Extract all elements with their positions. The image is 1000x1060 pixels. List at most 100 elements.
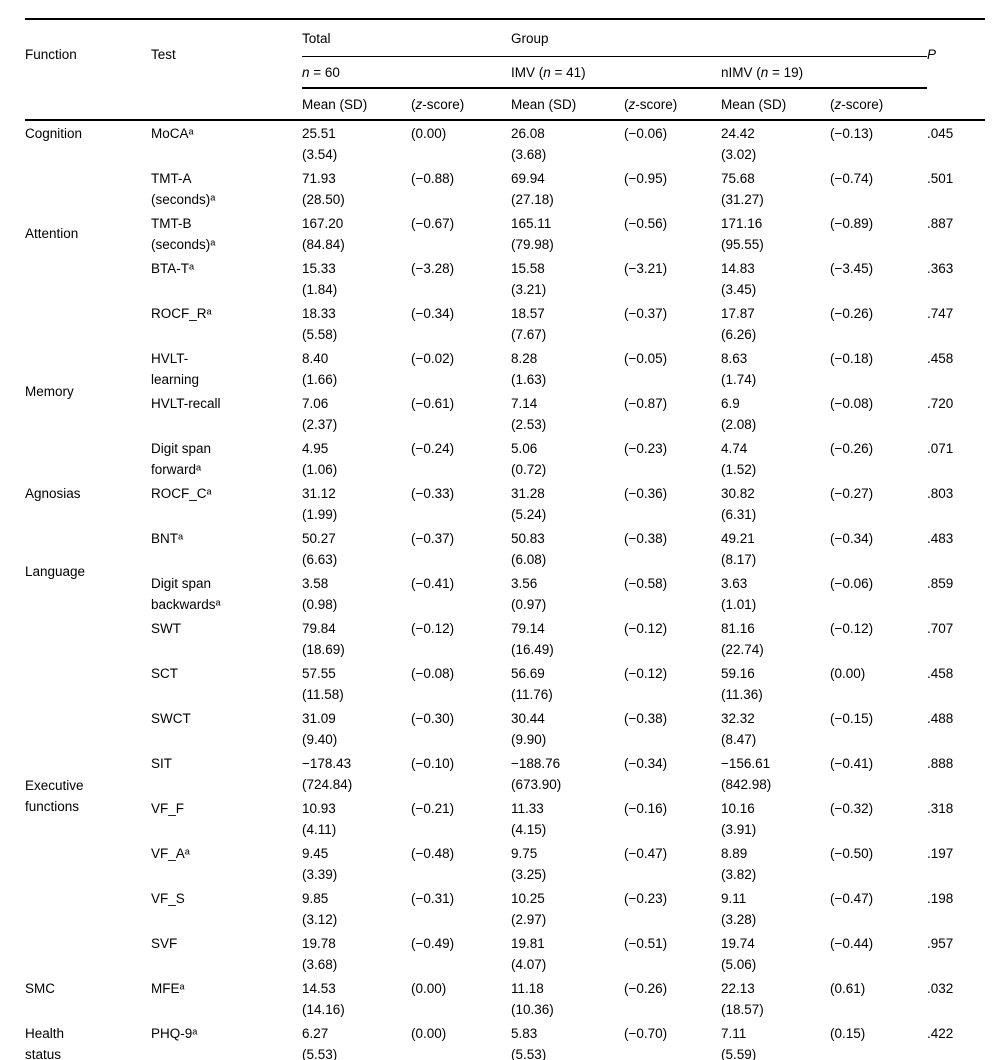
table-row: SIT −178.43 (724.84) (−0.10) −188.76 (673.9…: [25, 751, 985, 796]
function-label: Memory: [25, 383, 74, 399]
nimv-mean-sd: 8.89 (3.82): [721, 845, 757, 882]
nimv-mean-sd: 6.9 (2.08): [721, 395, 757, 432]
test-name: MFEᵃ: [151, 980, 185, 996]
table-row: Executive functions SWT 79.84 (18.69) (−0.1…: [25, 616, 985, 815]
p-value: .318: [927, 800, 954, 816]
p-value: .859: [927, 575, 954, 591]
table-header: Function Test Total Group P n = 60 IMV (…: [25, 19, 986, 121]
table-row: HVLT-recall 7.06 (2.37) (−0.61) 7.14 (2.53)…: [25, 391, 985, 436]
total-mean-sd: 25.51 (3.54): [302, 125, 338, 162]
imv-mean-sd: 7.14 (2.53): [511, 395, 547, 432]
p-value: .198: [927, 890, 954, 906]
nimv-mean-sd: 14.83 (3.45): [721, 260, 757, 297]
nimv-mean-sd: 171.16 (95.55): [721, 215, 764, 252]
imv-mean-sd: 31.28 (5.24): [511, 485, 547, 522]
nimv-z-score: (−0.32): [830, 800, 874, 816]
total-mean-sd: 7.06 (2.37): [302, 395, 338, 432]
col-header-test: Test: [151, 46, 176, 62]
p-value: .045: [927, 125, 954, 141]
function-label: SMC: [25, 980, 55, 996]
p-value: .458: [927, 665, 954, 681]
p-value: .747: [927, 305, 954, 321]
nimv-z-score: (−0.74): [830, 170, 874, 186]
table-row: BTA-Tᵃ 15.33 (1.84) (−3.28) 15.58 (3.21) (−3…: [25, 256, 985, 301]
nimv-z-score: (−0.41): [830, 755, 874, 771]
table-row: SWCT 31.09 (9.40) (−0.30) 30.44 (9.90) (−0.3…: [25, 706, 985, 751]
function-spacer: [25, 88, 151, 121]
total-mean-sd: 50.27 (6.63): [302, 530, 338, 567]
imv-mean-sd: −188.76 (673.90): [511, 755, 562, 792]
imv-z-score: (−0.06): [624, 125, 668, 141]
col-header-mean-sd-total: Mean (SD): [302, 88, 411, 121]
total-z-score: (−0.34): [411, 305, 455, 321]
p-value: .707: [927, 620, 954, 636]
test-name: HVLT-recall: [151, 395, 221, 411]
table-row: SCT 57.55 (11.58) (−0.08) 56.69 (11.76) (−0.…: [25, 661, 985, 706]
imv-mean-sd: 56.69 (11.76): [511, 665, 553, 702]
imv-mean-sd: 11.33 (4.15): [511, 800, 547, 837]
nimv-mean-sd: 49.21 (8.17): [721, 530, 757, 567]
p-value: .501: [927, 170, 954, 186]
total-mean-sd: 71.93 (28.50): [302, 170, 345, 207]
p-value: .032: [927, 980, 954, 996]
nimv-mean-sd: 22.13 (18.57): [721, 980, 764, 1017]
imv-z-score: (−0.58): [624, 575, 668, 591]
nimv-z-score: (−0.13): [830, 125, 874, 141]
test-name: Digit span forwardᵃ: [151, 440, 212, 477]
p-value: .071: [927, 440, 954, 456]
total-z-score: (−0.67): [411, 215, 455, 231]
table-row: Attention TMT-A (seconds)ᵃ 71.93 (28.50) (−…: [25, 166, 985, 242]
nimv-z-score: (−0.44): [830, 935, 874, 951]
col-header-group: Group: [511, 19, 928, 57]
nimv-mean-sd: 24.42 (3.02): [721, 125, 757, 162]
imv-mean-sd: 79.14 (16.49): [511, 620, 554, 657]
col-header-z-nimv: (z-score): [830, 88, 928, 121]
imv-z-score: (−0.26): [624, 980, 668, 996]
test-name: Digit span backwardsᵃ: [151, 575, 221, 612]
nimv-z-score: (0.15): [830, 1021, 928, 1060]
nimv-mean-sd: 19.74 (5.06): [721, 935, 757, 972]
imv-z-score: (−0.05): [624, 350, 668, 366]
test-name: MoCAᵃ: [151, 125, 194, 141]
total-z-score: (−0.61): [411, 395, 455, 411]
table-row: Health status PHQ-9ᵃ 6.27 (5.53) (0.00) 5.83…: [25, 1021, 986, 1060]
test-name: ROCF_Cᵃ: [151, 485, 212, 501]
total-z-score: (−3.28): [411, 260, 455, 276]
imv-z-score: (−0.36): [624, 485, 668, 501]
function-label: Language: [25, 563, 86, 579]
header-row-groups: Function Test Total Group P: [25, 19, 985, 62]
col-header-total: Total: [302, 19, 511, 57]
total-z-score: (−0.21): [411, 800, 455, 816]
p-value: .458: [927, 350, 954, 366]
test-spacer: [151, 88, 302, 121]
total-mean-sd: 31.12 (1.99): [302, 485, 338, 522]
total-z-score: (−0.49): [411, 935, 455, 951]
total-mean-sd: 10.93 (4.11): [302, 800, 337, 837]
table-row: SVF 19.78 (3.68) (−0.49) 19.81 (4.07) (−0.51…: [25, 931, 985, 976]
imv-z-score: (−0.95): [624, 170, 668, 186]
col-header-z-imv: (z-score): [624, 88, 721, 121]
results-table: Function Test Total Group P n = 60 IMV (…: [25, 18, 986, 1060]
test-name: BNTᵃ: [151, 530, 184, 546]
imv-mean-sd: 9.75 (3.25): [511, 845, 547, 882]
nimv-z-score: (−0.50): [830, 845, 874, 861]
imv-z-score: (−0.87): [624, 395, 668, 411]
total-z-score: (−0.33): [411, 485, 455, 501]
nimv-z-score: (−0.18): [830, 350, 874, 366]
imv-mean-sd: 15.58 (3.21): [511, 260, 547, 297]
test-name: VF_Aᵃ: [151, 845, 190, 861]
table-row: VF_S 9.85 (3.12) (−0.31) 10.25 (2.97) (−0.23…: [25, 886, 985, 931]
imv-mean-sd: 5.06 (0.72): [511, 440, 547, 477]
total-z-score: (−0.41): [411, 575, 455, 591]
nimv-z-score: (−0.89): [830, 215, 874, 231]
table-body: Cognition MoCAᵃ 25.51 (3.54) (0.00) 26.08 (3…: [25, 120, 986, 1060]
p-value: .363: [927, 260, 954, 276]
imv-mean-sd: 50.83 (6.08): [511, 530, 547, 567]
col-header-imv: IMV (n = 41): [511, 56, 721, 89]
imv-z-score: (−0.47): [624, 845, 668, 861]
test-name: PHQ-9ᵃ: [151, 1021, 302, 1060]
total-z-score: (−0.37): [411, 530, 455, 546]
test-name: BTA-Tᵃ: [151, 260, 195, 276]
total-mean-sd: 79.84 (18.69): [302, 620, 345, 657]
test-name: TMT-A (seconds)ᵃ: [151, 170, 216, 207]
